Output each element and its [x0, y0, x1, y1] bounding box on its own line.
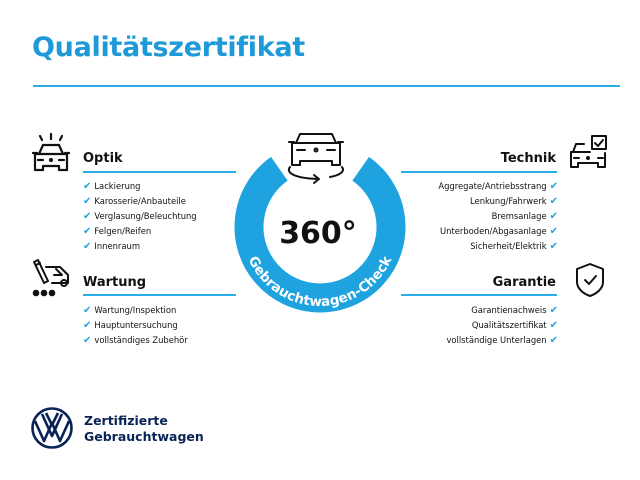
degrees-label: 360°: [279, 216, 357, 251]
section-title-garantie: Garantie: [492, 275, 556, 290]
check-icon: ✔: [549, 226, 558, 237]
badge-ring: [234, 156, 406, 313]
wartung-list: ✔ Wartung/Inspektion ✔ Hauptuntersuchung ✔…: [83, 303, 188, 348]
list-item: ✔ Innenraum: [83, 241, 140, 252]
list-item: ✔ Verglasung/Beleuchtung: [83, 211, 197, 222]
footer-brand-text: Zertifizierte Gebrauchtwagen: [84, 413, 204, 445]
list-item: ✔ Felgen/Reifen: [83, 226, 152, 237]
technik-list: Aggregate/Antriebsstrang ✔ Lenkung/Fahrwe…: [438, 179, 558, 254]
list-item: Lenkung/Fahrwerk ✔: [470, 196, 558, 207]
list-item: Bremsanlage ✔: [491, 211, 558, 222]
car-checkbox-icon: [570, 135, 607, 168]
page-title: Qualitätszertifikat: [32, 32, 305, 63]
check-icon: ✔: [549, 320, 558, 331]
list-item: Unterboden/Abgasanlage ✔: [440, 226, 558, 237]
list-item: ✔ Lackierung: [83, 181, 141, 192]
garantie-list: Garantienachweis ✔ Qualitätszertifikat ✔ v…: [446, 303, 558, 348]
check-icon: ✔: [83, 320, 92, 331]
list-item: ✔ Karosserie/Anbauteile: [83, 196, 186, 207]
check-icon: ✔: [83, 211, 92, 222]
car-rotate-icon: [287, 133, 344, 184]
check-icon: ✔: [83, 305, 92, 316]
optik-list: ✔ Lackierung ✔ Karosserie/Anbauteile ✔ Verg…: [83, 179, 197, 254]
list-item: Garantienachweis ✔: [471, 305, 558, 316]
check-icon: ✔: [549, 335, 558, 346]
footer-line-1: Zertifizierte: [84, 413, 168, 428]
list-item: vollständige Unterlagen ✔: [446, 335, 558, 346]
garantie-divider: [401, 294, 557, 296]
title-divider: [33, 85, 620, 87]
optik-divider: [83, 171, 236, 173]
technik-divider: [401, 171, 557, 173]
list-item: ✔ vollständiges Zubehör: [83, 335, 188, 346]
check-icon: ✔: [549, 305, 558, 316]
section-title-wartung: Wartung: [83, 275, 147, 290]
service-car-icon: [32, 259, 69, 297]
list-item: Aggregate/Antriebsstrang ✔: [438, 181, 558, 192]
section-title-technik: Technik: [500, 151, 556, 166]
shield-check-icon: [576, 263, 604, 297]
list-item: ✔ Hauptuntersuchung: [83, 320, 178, 331]
list-item: Sicherheit/Elektrik ✔: [470, 241, 558, 252]
footer-line-2: Gebrauchtwagen: [84, 429, 204, 444]
check-icon: ✔: [83, 181, 92, 192]
section-title-optik: Optik: [83, 151, 123, 166]
check-icon: ✔: [83, 241, 92, 252]
check-icon: ✔: [549, 181, 558, 192]
check-icon: ✔: [549, 196, 558, 207]
vw-logo: [31, 407, 73, 449]
check-icon: ✔: [549, 241, 558, 252]
check-icon: ✔: [83, 226, 92, 237]
list-item: ✔ Wartung/Inspektion: [83, 305, 177, 316]
list-item: Qualitätszertifikat ✔: [471, 320, 558, 331]
car-lights-icon: [31, 132, 71, 172]
check-icon: ✔: [549, 211, 558, 222]
check-icon: ✔: [83, 335, 92, 346]
check-icon: ✔: [83, 196, 92, 207]
wartung-divider: [83, 294, 236, 296]
